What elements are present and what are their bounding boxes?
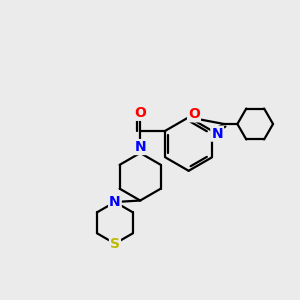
- Text: O: O: [134, 106, 146, 120]
- Text: N: N: [211, 127, 223, 141]
- Text: N: N: [109, 195, 121, 209]
- Text: N: N: [134, 140, 146, 154]
- Text: O: O: [188, 107, 200, 121]
- Text: S: S: [110, 237, 120, 250]
